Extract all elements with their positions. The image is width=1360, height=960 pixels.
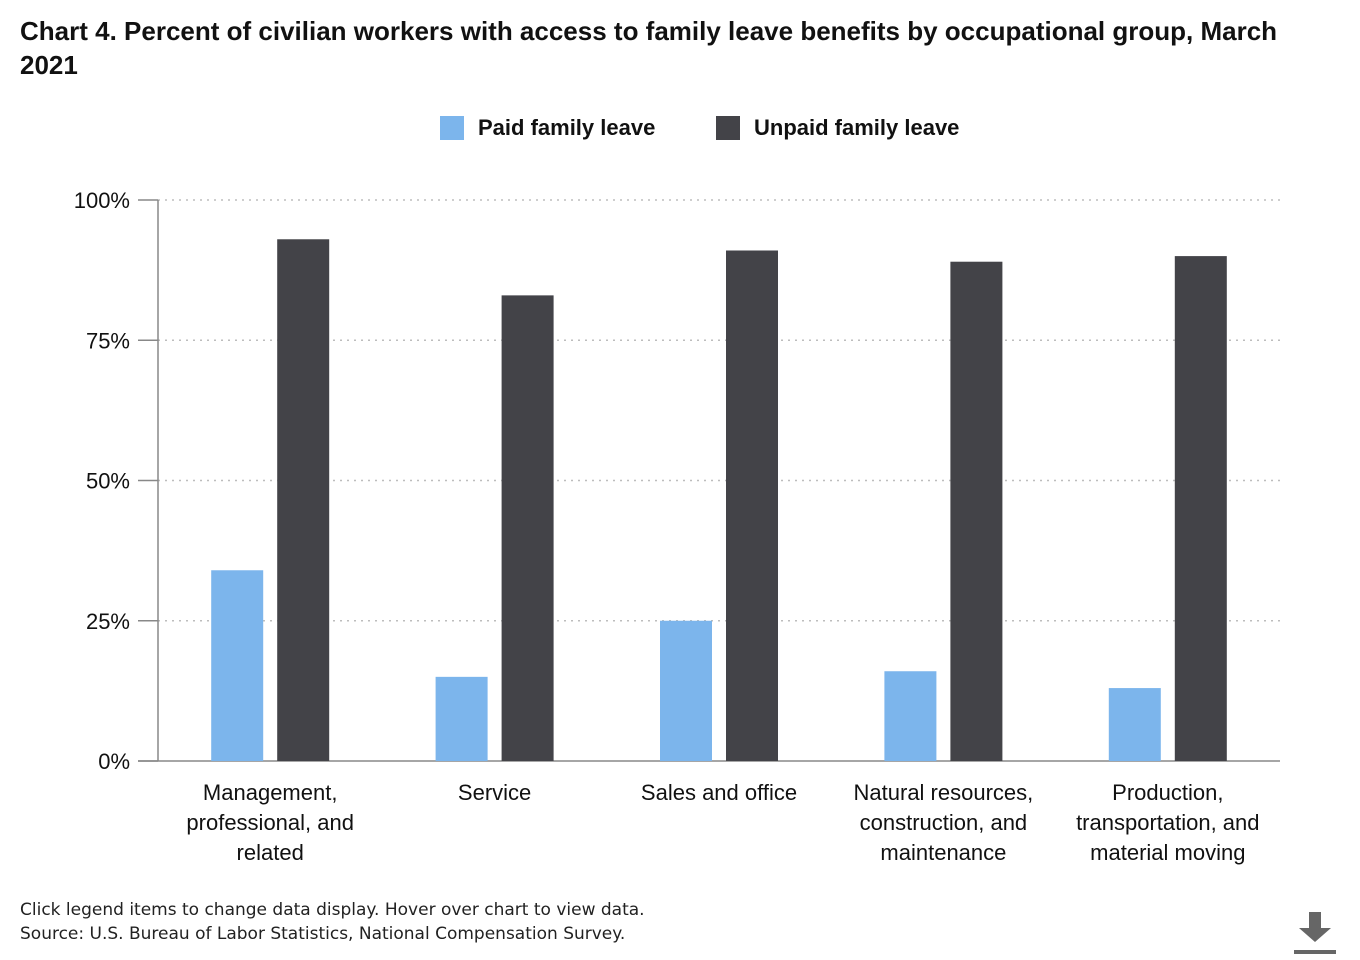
legend-label-unpaid: Unpaid family leave <box>754 115 960 140</box>
x-tick-label: Natural resources, <box>854 780 1034 805</box>
bar-paid[interactable] <box>660 620 712 761</box>
y-tick-label: 75% <box>86 328 130 353</box>
legend-item-paid[interactable]: Paid family leave <box>440 112 655 144</box>
x-tick-label: transportation, and <box>1076 810 1259 835</box>
bar-unpaid[interactable] <box>726 250 778 762</box>
bar-paid[interactable] <box>211 570 264 761</box>
x-tick-label: Production, <box>1112 780 1223 805</box>
footer: Click legend items to change data displa… <box>20 898 645 946</box>
bar-unpaid[interactable] <box>501 295 554 761</box>
y-tick-label: 50% <box>86 469 130 494</box>
bar-unpaid[interactable] <box>950 261 1003 761</box>
footer-source: Source: U.S. Bureau of Labor Statistics,… <box>20 924 626 944</box>
legend-swatch-paid <box>440 116 464 140</box>
x-tick-label: Service <box>458 780 531 805</box>
y-tick-label: 100% <box>74 188 130 213</box>
bar-unpaid[interactable] <box>1174 256 1227 761</box>
download-icon[interactable] <box>1292 910 1338 956</box>
legend-item-unpaid[interactable]: Unpaid family leave <box>716 112 959 144</box>
x-tick-label: Sales and office <box>641 780 797 805</box>
chart-title: Chart 4. Percent of civilian workers wit… <box>20 16 1278 80</box>
bar-paid[interactable] <box>1108 688 1161 761</box>
x-tick-label: maintenance <box>880 840 1006 865</box>
x-tick-label: Management, <box>203 780 338 805</box>
footer-instructions: Click legend items to change data displa… <box>20 900 645 920</box>
legend: Paid family leave Unpaid family leave <box>0 112 1360 144</box>
x-tick-label: related <box>237 840 304 865</box>
x-tick-label: construction, and <box>860 810 1028 835</box>
bar-paid[interactable] <box>884 671 937 761</box>
y-tick-label: 0% <box>98 749 130 774</box>
bar-paid[interactable] <box>435 676 488 761</box>
legend-label-paid: Paid family leave <box>478 115 656 140</box>
y-tick-label: 25% <box>86 609 130 634</box>
x-tick-label: material moving <box>1090 840 1245 865</box>
x-tick-label: professional, and <box>186 810 354 835</box>
legend-swatch-unpaid <box>716 116 740 140</box>
bar-unpaid[interactable] <box>277 239 330 761</box>
